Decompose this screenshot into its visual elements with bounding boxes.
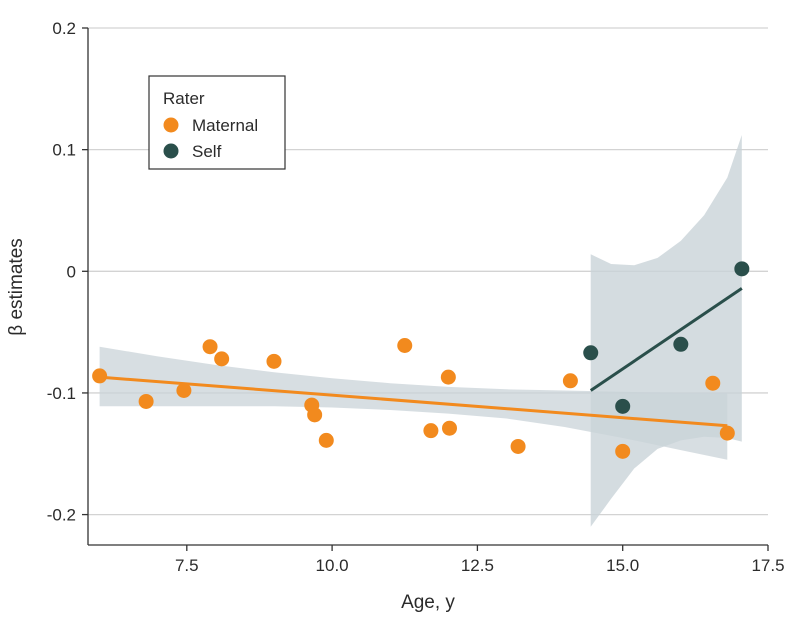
legend-marker-maternal — [163, 117, 179, 133]
point-maternal-1 — [138, 393, 154, 409]
point-maternal-9 — [397, 337, 413, 353]
point-self-1 — [615, 398, 631, 414]
y-tick-label-2: 0 — [67, 262, 76, 281]
point-maternal-3 — [202, 339, 218, 355]
axes — [82, 27, 769, 551]
x-tick-label-4: 17.5 — [751, 556, 784, 575]
y-tick-label-1: 0.1 — [52, 141, 76, 160]
point-self-2 — [673, 336, 689, 352]
legend-marker-self — [163, 143, 179, 159]
x-tick-label-2: 12.5 — [461, 556, 494, 575]
point-maternal-13 — [510, 438, 526, 454]
point-maternal-2 — [176, 383, 192, 399]
point-maternal-16 — [705, 375, 721, 391]
y-axis-title: β estimates — [6, 238, 27, 336]
y-tick-label-0: 0.2 — [52, 19, 76, 38]
ci-band-maternal — [99, 346, 728, 460]
fit-line-self — [589, 287, 743, 392]
point-self-3 — [734, 261, 750, 277]
point-maternal-11 — [440, 369, 456, 385]
x-tick-label-1: 10.0 — [316, 556, 349, 575]
x-tick-label-3: 15.0 — [606, 556, 639, 575]
tick-labels: 0.2 0.1 0 -0.1 -0.2 7.5 10.0 12.5 15.0 17.5 — [47, 19, 785, 575]
legend-label-self: Self — [192, 142, 222, 161]
point-maternal-7 — [307, 407, 323, 423]
x-tick-label-0: 7.5 — [175, 556, 199, 575]
point-maternal-14 — [562, 373, 578, 389]
fit-lines — [99, 287, 743, 428]
point-maternal-0 — [92, 368, 108, 384]
point-maternal-5 — [266, 353, 282, 369]
point-maternal-17 — [719, 425, 735, 441]
fit-line-maternal — [99, 375, 728, 428]
point-maternal-8 — [318, 432, 334, 448]
point-maternal-12 — [442, 420, 458, 436]
point-maternal-10 — [423, 423, 439, 439]
y-tick-label-3: -0.1 — [47, 384, 76, 403]
confidence-bands — [99, 135, 742, 527]
y-tick-label-4: -0.2 — [47, 506, 76, 525]
legend-title: Rater — [163, 89, 205, 108]
point-self-0 — [583, 345, 599, 361]
point-maternal-15 — [615, 443, 631, 459]
point-maternal-4 — [214, 351, 230, 367]
ci-band-self — [590, 135, 742, 527]
x-axis-title: Age, y — [401, 592, 455, 613]
legend: Rater Maternal Self — [148, 75, 286, 170]
data-points — [92, 261, 750, 459]
legend-label-maternal: Maternal — [192, 116, 258, 135]
